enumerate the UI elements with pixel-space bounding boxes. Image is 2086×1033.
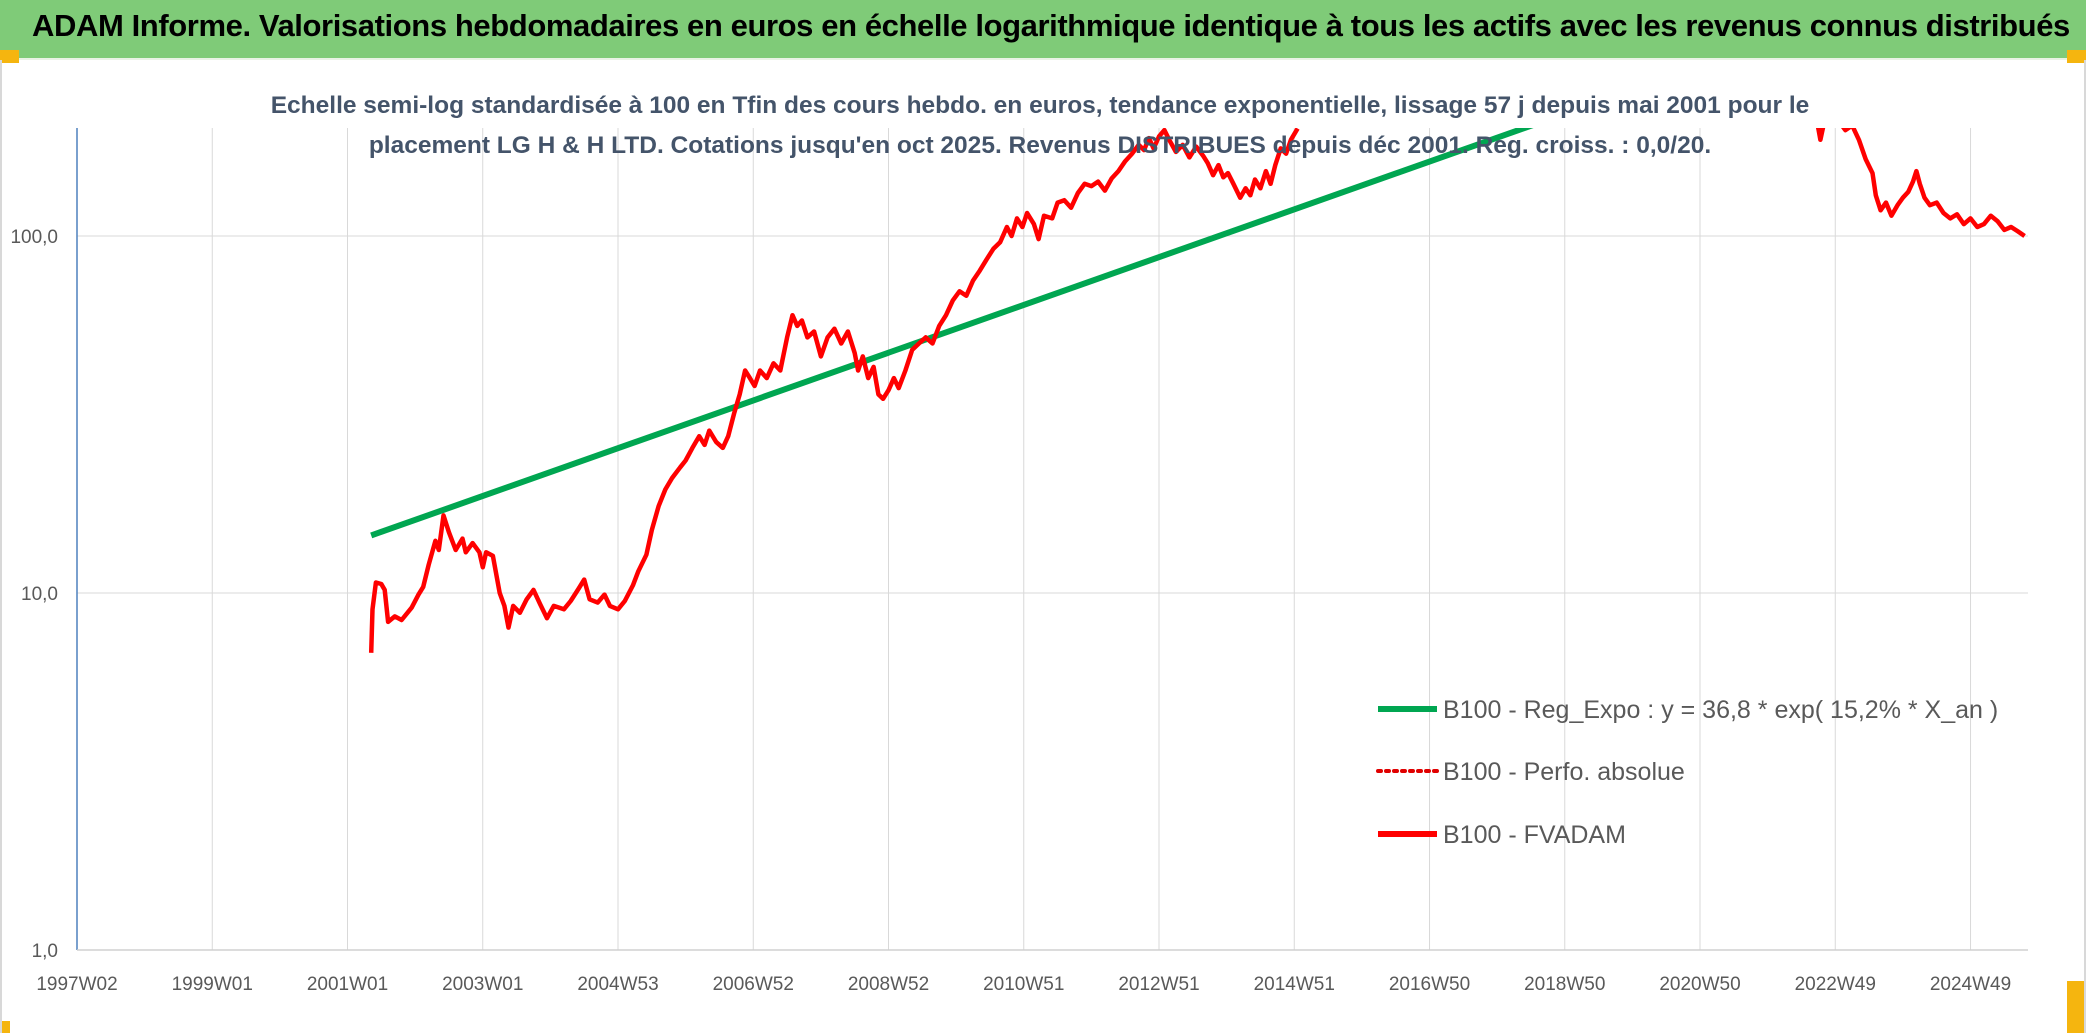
legend-item-perfo-absolue: B100 - Perfo. absolue — [1376, 758, 1685, 786]
grid-lines — [76, 128, 2028, 950]
chart-subtitle-line-1: Echelle semi-log standardisée à 100 en T… — [270, 92, 1810, 119]
x-tick-label: 2020W50 — [1659, 974, 1740, 995]
x-tick-label: 2014W51 — [1254, 974, 1335, 995]
corner-accent-top-left — [0, 50, 19, 63]
y-tick-label: 10,0 — [21, 584, 58, 605]
legend-item-reg-expo: B100 - Reg_Expo : y = 36,8 * exp( 15,2% … — [1378, 696, 1998, 724]
x-tick-label: 1999W01 — [172, 974, 253, 995]
legend: B100 - Reg_Expo : y = 36,8 * exp( 15,2% … — [1376, 696, 1998, 849]
corner-accent-top-right — [2067, 50, 2086, 63]
legend-label: B100 - FVADAM — [1443, 821, 1626, 849]
report-title: ADAM Informe. Valorisations hebdomadaire… — [32, 8, 2070, 43]
axes — [76, 128, 2028, 951]
legend-item-fvadam: B100 - FVADAM — [1378, 821, 1626, 849]
y-tick-label: 1,0 — [32, 941, 58, 962]
x-tick-label: 2003W01 — [442, 974, 523, 995]
x-tick-label: 2010W51 — [983, 974, 1064, 995]
corner-accent-bottom-left — [0, 1021, 10, 1033]
legend-label: B100 - Reg_Expo : y = 36,8 * exp( 15,2% … — [1443, 696, 1998, 724]
series-line-fvadam — [368, 128, 1300, 653]
legend-label: B100 - Perfo. absolue — [1443, 758, 1685, 786]
series-line-fvadam-recent — [1815, 128, 2026, 238]
x-tick-label: 2004W53 — [577, 974, 658, 995]
x-tick-label: 2006W52 — [713, 974, 794, 995]
x-tick-label: 2008W52 — [848, 974, 929, 995]
series-group — [368, 128, 2026, 653]
chart-subtitle-line-2: placement LG H & H LTD. Cotations jusqu'… — [368, 132, 1712, 159]
x-tick-label: 1997W02 — [36, 974, 117, 995]
x-tick-label: 2012W51 — [1118, 974, 1199, 995]
x-tick-label: 2018W50 — [1524, 974, 1605, 995]
x-tick-label: 2022W49 — [1795, 974, 1876, 995]
chart-subtitle: Echelle semi-log standardisée à 100 en T… — [250, 86, 1830, 166]
title-banner: ADAM Informe. Valorisations hebdomadaire… — [0, 0, 2086, 60]
tick-labels: 1997W02 1999W01 2001W01 2003W01 2004W53 2006W… — [10, 227, 2011, 995]
x-tick-label: 2024W49 — [1930, 974, 2011, 995]
series-line-reg-expo — [370, 128, 1534, 539]
x-tick-label: 2001W01 — [307, 974, 388, 995]
x-tick-label: 2016W50 — [1389, 974, 1470, 995]
corner-accent-bottom-right — [2067, 981, 2086, 1033]
y-tick-label: 100,0 — [10, 227, 58, 248]
